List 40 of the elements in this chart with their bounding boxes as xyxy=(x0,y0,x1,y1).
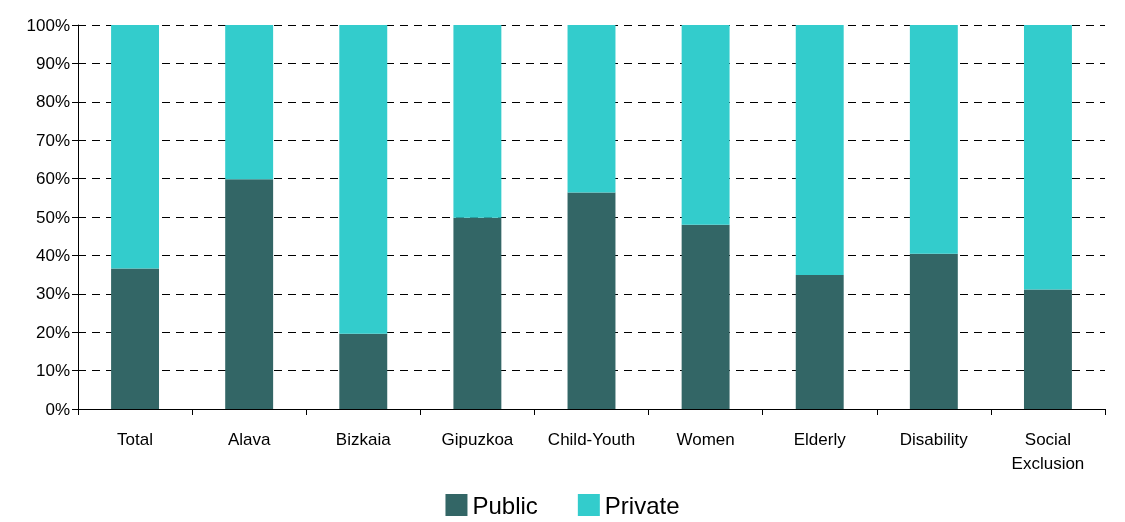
y-tick-label: 20% xyxy=(35,322,70,342)
y-tick-label: 10% xyxy=(35,361,70,381)
bar xyxy=(111,268,160,409)
bar xyxy=(453,25,502,218)
legend-label: Public xyxy=(472,491,538,519)
x-tick-label: Women xyxy=(676,429,735,449)
bar xyxy=(1023,25,1072,290)
y-tick-label: 70% xyxy=(35,130,70,150)
bar xyxy=(225,179,274,409)
x-tick-label: Total xyxy=(117,429,154,449)
bar xyxy=(909,253,958,409)
bar xyxy=(339,25,388,334)
bar xyxy=(339,333,388,409)
bar xyxy=(111,25,160,269)
bar xyxy=(453,217,502,409)
bar xyxy=(681,224,730,409)
y-tick-label: 90% xyxy=(35,53,70,73)
x-tick-label: Social Exclusion xyxy=(1011,429,1085,473)
y-tick-label: 40% xyxy=(35,245,70,265)
bar xyxy=(567,192,616,409)
bar xyxy=(909,25,958,254)
y-tick-label: 100% xyxy=(26,15,70,35)
y-tick-label: 50% xyxy=(35,207,70,227)
x-tick-label: Elderly xyxy=(793,429,847,449)
y-tick-label: 0% xyxy=(45,399,70,419)
x-tick-label: Gipuzkoa xyxy=(441,429,514,449)
bar xyxy=(1023,289,1072,409)
bar xyxy=(795,25,844,275)
y-tick-label: 30% xyxy=(35,284,70,304)
x-tick-label: Bizkaia xyxy=(335,429,392,449)
bar xyxy=(795,274,844,409)
x-tick-label: Disability xyxy=(899,429,969,449)
x-tick-label: Alava xyxy=(227,429,271,449)
bar xyxy=(567,25,616,193)
bar xyxy=(681,25,730,225)
legend-label: Private xyxy=(604,491,680,519)
y-tick-label: 60% xyxy=(35,169,70,189)
bar xyxy=(225,25,274,180)
y-tick-label: 80% xyxy=(35,92,70,112)
x-tick-label: Child-Youth xyxy=(547,429,636,449)
